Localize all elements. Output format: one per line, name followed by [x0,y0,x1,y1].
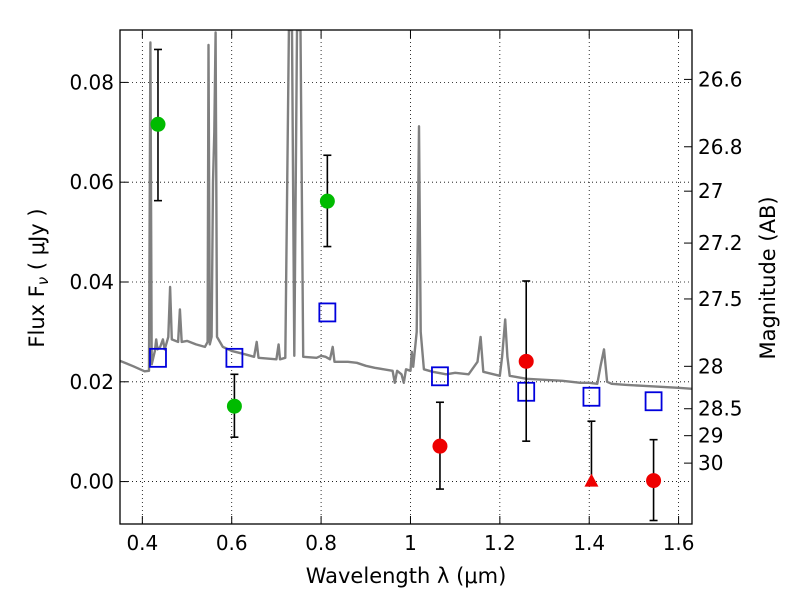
flux-point [646,473,662,489]
model-spectrum-line [120,30,692,390]
y-tick-label: 0.00 [69,470,114,494]
y-tick-label: 0.06 [69,170,114,194]
right-tick-label: 26.8 [698,135,743,159]
x-tick-label: 0.6 [216,531,248,555]
x-tick-label: 1.2 [484,531,516,555]
right-tick-label: 29 [698,424,723,448]
y-tick-label: 0.08 [69,70,114,94]
flux-point [518,353,534,369]
model-photometry-square [644,391,663,412]
model-photometry-square [431,366,449,387]
y-axis-title-main: Flux F [25,285,49,347]
plot-frame [119,29,693,525]
y-axis-title-unit: ( μJy ) [25,208,49,276]
right-tick-label: 27 [698,179,723,203]
flux-point [150,116,166,132]
axis-layer: 0.4 0.6 0.8 1 1.2 1.4 1.6 0.00 0.02 0.04 0.06 0.08 2… [69,29,743,555]
x-tick-label: 1.4 [573,531,605,555]
model-photometry-square [225,347,244,368]
flux-point [432,438,448,454]
model-photometry-square [318,302,337,323]
flux-point [226,398,242,414]
x-tick-label: 1 [404,531,417,555]
x-tick-label: 0.8 [305,531,337,555]
right-axis-title: Magnitude (AB) [756,196,780,359]
x-tick-label: 0.4 [126,531,158,555]
grid-layer [120,30,692,524]
right-tick-label: 28 [698,354,723,378]
right-tick-label: 27.5 [698,287,743,311]
y-tick-label: 0.04 [69,270,114,294]
right-tick-label: 30 [698,451,723,475]
right-tick-label: 27.2 [698,231,743,255]
upper-limit-triangle [584,473,599,487]
x-tick-label: 1.6 [663,531,695,555]
right-tick-label: 28.5 [698,397,743,421]
model-photometry-square [149,347,167,368]
flux-point [319,193,335,209]
y-tick-label: 0.02 [69,370,114,394]
model-photometry-square [582,386,601,407]
right-tick-label: 26.6 [698,67,743,91]
plot-layer [120,30,692,522]
x-axis-title: Wavelength λ (μm) [306,564,507,588]
y-axis-title: Flux Fν ( μJy ) [25,208,52,347]
y-axis-title-subscript: ν [34,277,52,285]
